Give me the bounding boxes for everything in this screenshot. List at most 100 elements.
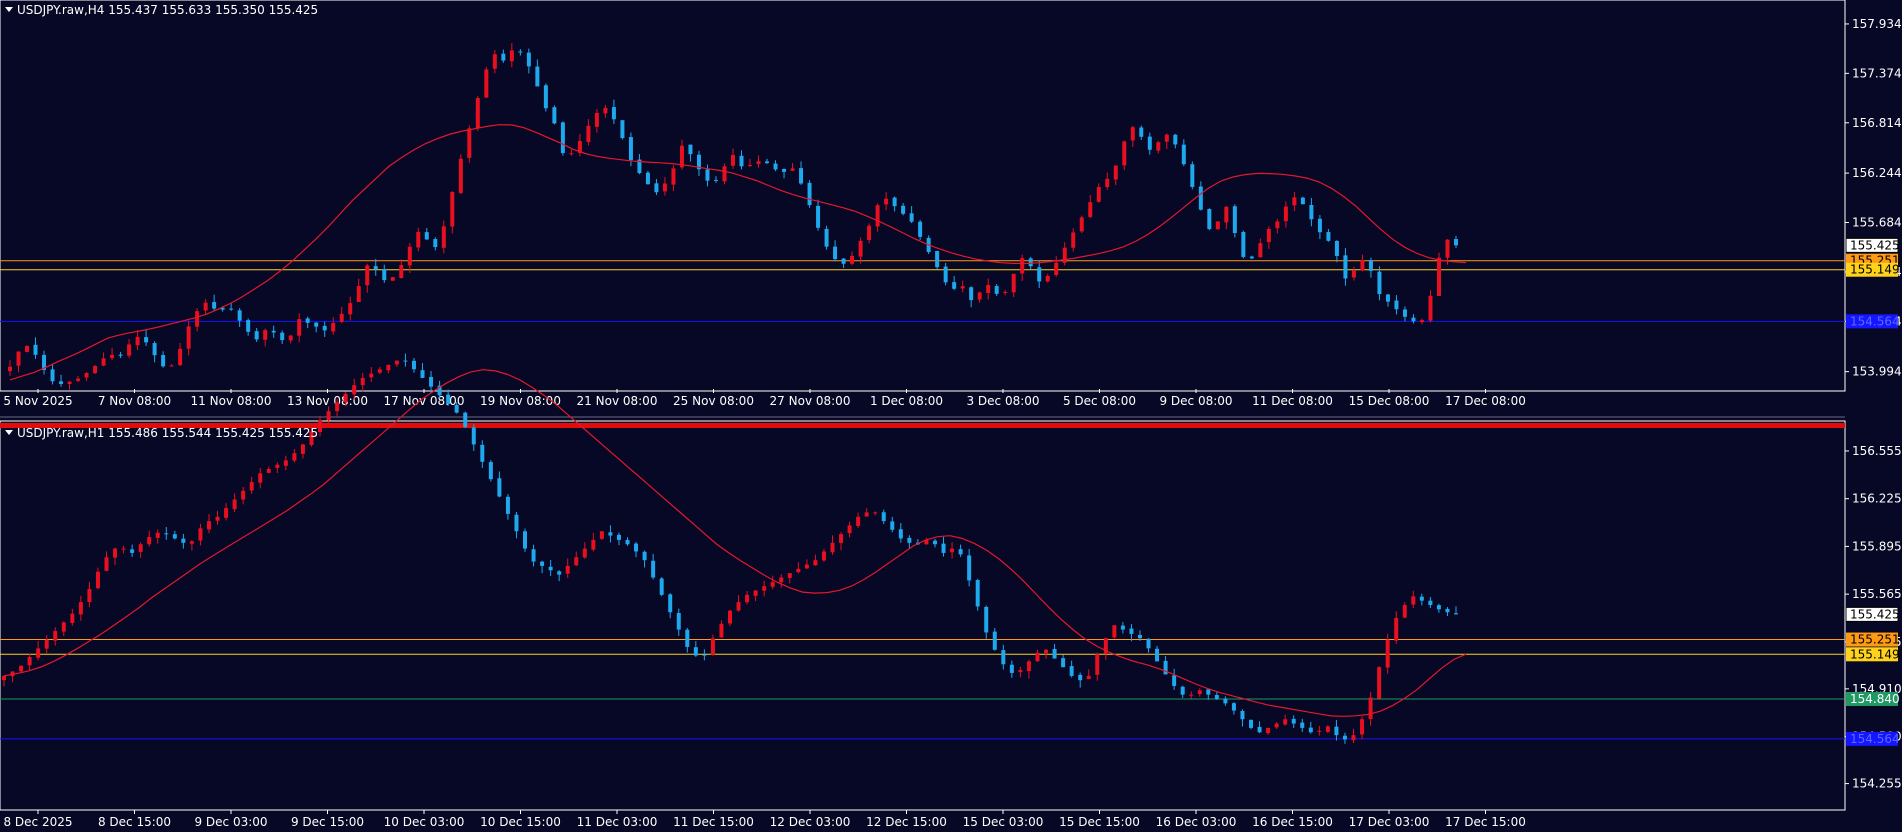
candle-body [1309,205,1314,220]
candle-body [1052,648,1057,659]
candle-body [1334,726,1339,736]
candle-body [984,606,989,633]
candle-body [1214,695,1219,699]
candle [463,411,468,429]
candle [382,264,387,283]
candle-body [599,531,604,539]
candle-body [1445,239,1450,258]
candle [339,306,344,324]
candle-body [492,54,497,69]
candle [424,227,429,240]
candle [586,119,591,146]
candle-body [790,168,795,171]
candle [1351,266,1356,281]
candle-body [407,246,412,266]
candle-body [70,613,75,623]
candle-body [839,534,844,544]
candle [394,360,399,367]
candle-body [1096,187,1101,202]
candle [867,223,872,244]
candle-body [1351,270,1356,278]
candle-body [1419,320,1424,323]
candle [292,449,297,463]
candle-body [935,250,940,268]
candle [206,514,211,534]
candle-body [229,308,234,310]
candle-body [67,381,72,384]
candle [488,459,493,482]
candle [241,486,246,505]
candle-body [121,548,126,550]
candle [195,308,200,332]
candle [1214,692,1219,701]
candle-body [220,307,225,310]
candle-body [1103,638,1108,655]
candle-body [441,226,446,248]
candle [1232,204,1237,238]
candle [1020,254,1025,281]
candle [1334,719,1339,741]
candle-body [807,182,812,206]
candle-body [892,197,897,207]
candle-body [1368,697,1373,720]
collapse-triangle-icon[interactable] [5,430,13,435]
candle-body [941,543,946,553]
candle-body [1197,690,1202,695]
x-tick-label: 17 Dec 08:00 [1445,394,1526,408]
candle-body [356,286,361,302]
h4-time-axis: 5 Nov 2025 7 Nov 08:00 11 Nov 08:00 13 Nov … [3,389,1526,408]
candle [61,621,66,637]
candle-body [867,225,872,240]
candle-body [722,166,727,182]
candle [377,366,382,375]
moving-average-line [9,124,1467,381]
candle-body [731,154,735,166]
candle [300,443,305,459]
candle-body [365,265,370,286]
candle-body [696,154,701,170]
h1-chart-pane[interactable]: 156.555156.225155.895155.565155.235154.9… [0,353,1902,829]
candle [574,551,579,566]
candle-body [625,539,630,545]
x-tick-label: 13 Nov 08:00 [287,394,368,408]
candle-body [403,360,408,362]
candle [1223,696,1228,706]
candle-body [552,107,557,124]
candle [782,168,787,179]
candle [994,284,999,297]
collapse-triangle-icon[interactable] [5,7,13,12]
x-tick-label: 27 Nov 08:00 [770,394,851,408]
candle [178,342,183,367]
x-tick-label: 8 Dec 2025 [3,815,72,829]
candle-body [297,319,302,336]
candle [1454,606,1458,615]
candle [492,49,497,74]
candle-body [909,213,914,222]
candle-body [833,246,838,260]
h1-price-axis: 156.555156.225155.895155.565155.235154.9… [1845,444,1902,791]
y-tick-label: 154.255 [1852,777,1902,791]
candle [76,375,81,383]
candle-body [782,168,787,172]
candle [1129,624,1134,642]
candle-body [1086,675,1091,680]
candle [1317,215,1322,240]
candle [189,540,194,551]
candle [203,298,208,315]
candle [172,530,177,540]
candle-body [164,533,169,535]
candle-body [189,541,194,544]
candle-body [424,232,429,240]
candle-body [645,172,650,185]
candle [582,542,587,559]
candle-body [181,538,186,543]
candle-body [360,377,365,386]
candle-body [526,52,531,67]
candle-body [300,444,305,454]
candle [50,363,55,385]
candle-body [1445,608,1450,613]
candle-body [1120,625,1125,630]
y-tick-label: 155.895 [1852,539,1902,553]
price-label-blue: 154.564 [1846,314,1900,329]
h4-chart-pane[interactable]: 157.934 157.374 156.814 156.244 155.684 155.1… [0,0,1902,408]
